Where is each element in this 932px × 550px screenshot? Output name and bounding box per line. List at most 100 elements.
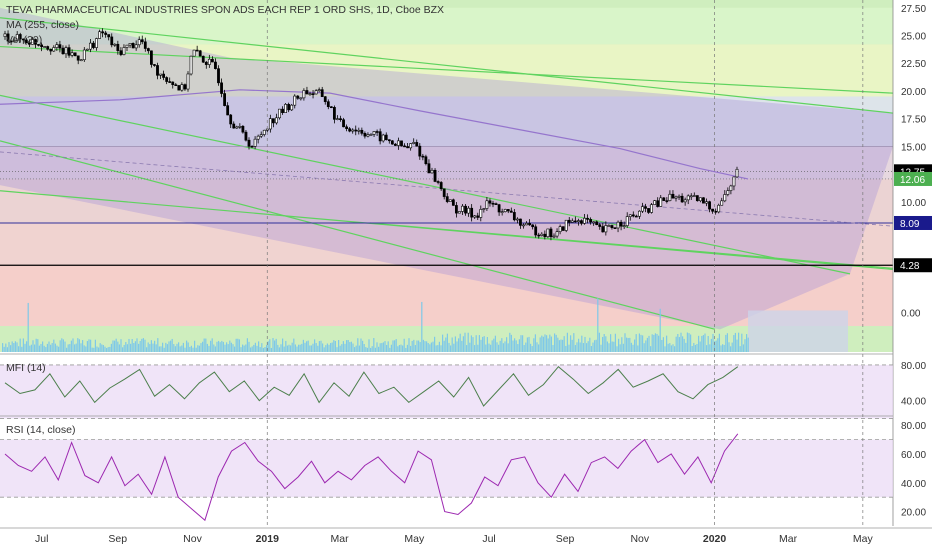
candle bbox=[454, 205, 458, 214]
candle bbox=[317, 89, 321, 91]
volume-bar bbox=[22, 338, 24, 352]
candle bbox=[104, 32, 108, 35]
volume-bar bbox=[325, 345, 327, 352]
time-tick-label: Sep bbox=[108, 533, 127, 545]
candle bbox=[189, 55, 193, 75]
volume-bar bbox=[680, 332, 682, 352]
candle bbox=[232, 123, 236, 129]
volume-bar bbox=[512, 340, 514, 352]
ma-legend: MA (255, close) bbox=[6, 19, 79, 31]
volume-bar bbox=[378, 346, 380, 352]
volume-bar bbox=[189, 346, 191, 352]
volume-bar bbox=[254, 342, 256, 352]
volume-bar bbox=[414, 345, 416, 352]
volume-bar bbox=[477, 344, 479, 352]
volume-bar bbox=[157, 338, 159, 352]
candle bbox=[515, 218, 519, 221]
volume-bar bbox=[75, 343, 77, 352]
volume-bar bbox=[74, 344, 76, 352]
volume-bar bbox=[731, 342, 733, 352]
candle bbox=[656, 200, 660, 207]
symbol-title: TEVA PHARMACEUTICAL INDUSTRIES SPON ADS … bbox=[6, 4, 445, 16]
candle bbox=[390, 140, 394, 145]
candle bbox=[12, 40, 16, 42]
candle bbox=[433, 169, 437, 182]
candle bbox=[540, 233, 544, 236]
future-volume-area bbox=[748, 310, 848, 352]
volume-bar bbox=[600, 344, 602, 352]
volume-bar bbox=[90, 339, 92, 352]
volume-bar bbox=[27, 302, 29, 352]
volume-bar bbox=[326, 343, 328, 352]
volume-bar bbox=[427, 343, 429, 352]
volume-bar bbox=[691, 345, 693, 352]
candle bbox=[729, 185, 733, 191]
volume-bar bbox=[347, 340, 349, 352]
candle bbox=[439, 182, 443, 190]
volume-bar bbox=[440, 345, 442, 352]
volume-bar bbox=[366, 347, 368, 352]
volume-bar bbox=[714, 341, 716, 352]
candle bbox=[695, 195, 699, 202]
volume-bar bbox=[238, 339, 240, 352]
mfi-tick-label: 80.00 bbox=[901, 361, 926, 372]
volume-bar bbox=[485, 344, 487, 352]
volume-bar bbox=[243, 345, 245, 352]
candle bbox=[397, 140, 400, 146]
volume-bar bbox=[374, 347, 376, 352]
volume-bar bbox=[368, 339, 370, 352]
candle bbox=[223, 93, 227, 106]
volume-bar bbox=[394, 340, 396, 352]
candle bbox=[653, 200, 657, 205]
volume-bar bbox=[587, 341, 589, 352]
volume-bar bbox=[539, 337, 541, 352]
candle bbox=[634, 215, 638, 218]
volume-bar bbox=[454, 336, 456, 352]
candle bbox=[119, 50, 123, 55]
volume-bar bbox=[478, 335, 480, 352]
volume-bar bbox=[723, 344, 725, 352]
volume-bar bbox=[82, 340, 84, 352]
volume-bar bbox=[677, 333, 679, 352]
candle bbox=[6, 33, 10, 42]
volume-bar bbox=[405, 347, 407, 352]
time-tick-label: Sep bbox=[556, 533, 575, 545]
volume-bar bbox=[400, 344, 402, 352]
volume-bar bbox=[187, 342, 189, 352]
volume-bar bbox=[197, 345, 199, 352]
volume-bar bbox=[282, 338, 284, 352]
volume-bar bbox=[165, 342, 167, 352]
volume-bar bbox=[613, 341, 615, 352]
volume-bar bbox=[53, 339, 55, 352]
candle bbox=[256, 135, 260, 140]
time-tick-label: Jul bbox=[35, 533, 48, 545]
candle bbox=[641, 206, 644, 212]
volume-bar bbox=[552, 345, 554, 352]
volume-bar bbox=[491, 340, 493, 352]
price-tick-label: 15.00 bbox=[901, 142, 926, 153]
volume-bar bbox=[298, 344, 300, 352]
volume-bar bbox=[219, 342, 221, 352]
candle bbox=[698, 197, 702, 202]
candle bbox=[278, 108, 281, 119]
candle bbox=[153, 64, 156, 66]
candle bbox=[369, 134, 373, 136]
volume-bar bbox=[395, 339, 397, 352]
volume-bar bbox=[19, 338, 21, 352]
volume-bar bbox=[104, 346, 106, 352]
candle bbox=[552, 235, 556, 238]
volume-bar bbox=[288, 344, 290, 352]
volume-bar bbox=[667, 343, 669, 352]
candle bbox=[253, 138, 257, 147]
candle bbox=[708, 201, 711, 210]
candle bbox=[198, 50, 202, 57]
volume-bar bbox=[618, 338, 620, 352]
candle bbox=[601, 226, 605, 233]
volume-bar bbox=[387, 341, 389, 352]
volume-bar bbox=[536, 342, 538, 352]
volume-bar bbox=[570, 335, 572, 352]
volume-bar bbox=[294, 344, 296, 352]
candle bbox=[509, 210, 513, 213]
volume-bar bbox=[291, 342, 293, 352]
